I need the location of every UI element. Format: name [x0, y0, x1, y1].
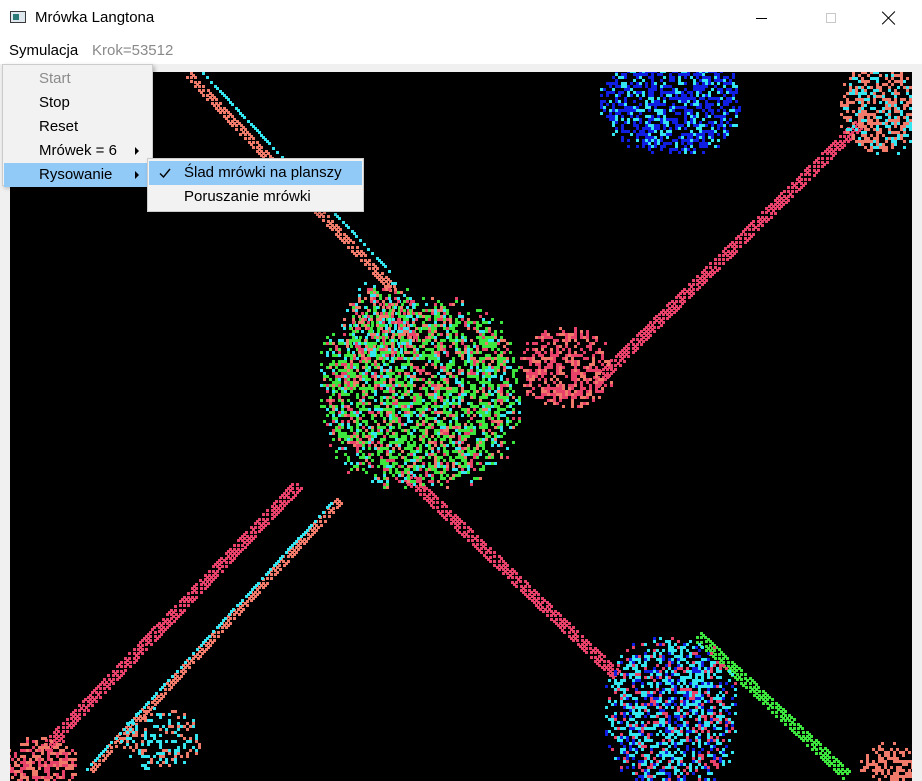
submenu-item-movement-label: Poruszanie mrówki	[184, 188, 311, 205]
menu-item-drawing[interactable]: Rysowanie	[4, 163, 151, 187]
submenu-arrow-icon	[135, 147, 139, 155]
submenu-item-movement[interactable]: Poruszanie mrówki	[149, 185, 362, 209]
title-bar: Mrówka Langtona	[0, 0, 922, 36]
app-window-icon	[10, 11, 26, 23]
minimize-button[interactable]	[738, 0, 784, 36]
menu-symulacja[interactable]: Symulacja	[9, 42, 79, 59]
menu-item-ant-count-label: Mrówek = 6	[39, 142, 117, 159]
menu-bar: Symulacja Krok=53512	[0, 36, 922, 64]
submenu-item-trail[interactable]: Ślad mrówki na planszy	[149, 161, 362, 185]
menu-item-stop[interactable]: Stop	[4, 91, 151, 115]
menu-item-start[interactable]: Start	[4, 67, 151, 91]
menu-item-stop-label: Stop	[39, 94, 70, 111]
menu-item-reset-label: Reset	[39, 118, 79, 135]
menu-item-drawing-label: Rysowanie	[39, 166, 113, 183]
drawing-submenu: Ślad mrówki na planszy Poruszanie mrówki	[147, 158, 364, 212]
window-title: Mrówka Langtona	[35, 9, 155, 26]
maximize-button[interactable]	[808, 0, 854, 36]
submenu-arrow-icon	[135, 171, 139, 179]
menu-item-ant-count[interactable]: Mrówek = 6	[4, 139, 151, 163]
submenu-item-trail-label: Ślad mrówki na planszy	[184, 164, 342, 181]
symulacja-dropdown: Start Stop Reset Mrówek = 6 Rysowanie	[2, 64, 153, 187]
step-counter: Krok=53512	[92, 42, 174, 59]
menu-item-reset[interactable]: Reset	[4, 115, 151, 139]
minimize-icon	[755, 17, 767, 19]
menu-item-start-label: Start	[39, 70, 71, 87]
close-button[interactable]	[866, 0, 912, 36]
close-icon	[882, 11, 896, 25]
maximize-icon	[826, 13, 836, 23]
checkmark-icon	[159, 168, 171, 179]
ant-board	[10, 72, 912, 781]
